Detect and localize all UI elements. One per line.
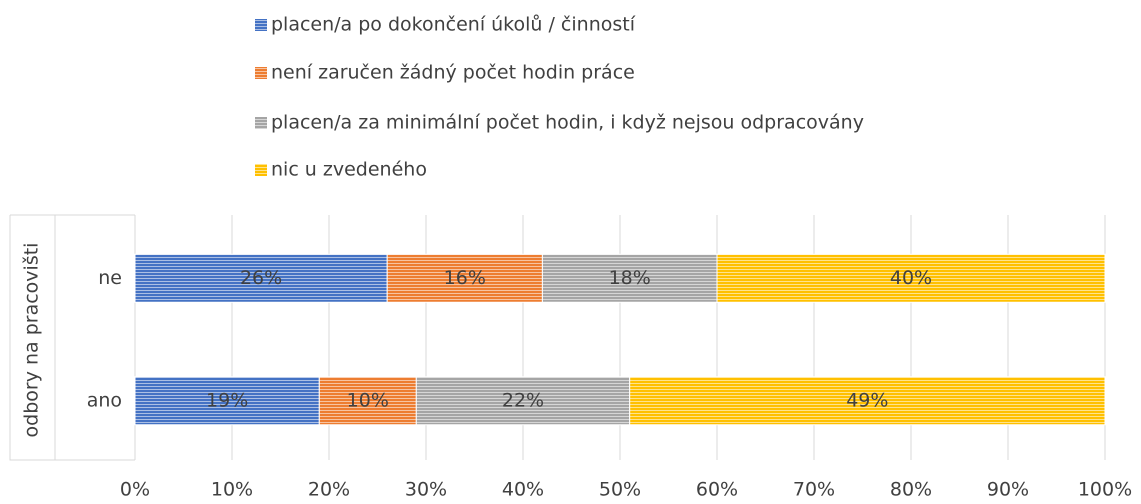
x-tick-label: 100% [1078, 479, 1132, 501]
legend-swatch [255, 67, 267, 79]
legend-label: placen/a za minimální počet hodin, i kdy… [271, 112, 864, 134]
x-tick-label: 20% [308, 479, 350, 501]
data-label: 22% [502, 389, 544, 411]
data-label: 16% [444, 267, 486, 289]
axis-frame [9, 214, 135, 461]
legend-label: placen/a po dokončení úkolů / činností [271, 14, 636, 36]
bar-segment [541, 253, 718, 303]
data-label: 49% [846, 389, 888, 411]
data-label: 19% [206, 389, 248, 411]
y-tick-label: ne [98, 267, 122, 289]
data-label: 18% [609, 267, 651, 289]
x-tick-label: 60% [696, 479, 738, 501]
y-tick-label: ano [87, 389, 122, 411]
bar-segment [415, 376, 631, 426]
legend-swatch [255, 164, 267, 176]
bar-segment [134, 376, 320, 426]
data-label: 10% [347, 389, 389, 411]
x-tick-label: 70% [793, 479, 835, 501]
x-tick-label: 80% [890, 479, 932, 501]
y-axis-label: odbory na pracovišti [21, 243, 43, 438]
x-tick-label: 50% [599, 479, 641, 501]
data-label: 26% [240, 267, 282, 289]
x-tick-label: 90% [987, 479, 1029, 501]
x-tick-label: 0% [120, 479, 150, 501]
x-tick-label: 30% [405, 479, 447, 501]
bar-segment [318, 376, 417, 426]
x-tick-label: 10% [211, 479, 253, 501]
legend-swatch [255, 117, 267, 129]
bar-segment [629, 376, 1106, 426]
legend-label: není zaručen žádný počet hodin práce [271, 62, 635, 84]
x-tick-label: 40% [502, 479, 544, 501]
legend-swatch [255, 19, 267, 31]
data-label: 40% [890, 267, 932, 289]
legend-label: nic u zvedeného [271, 159, 427, 181]
bar-segment [716, 253, 1106, 303]
